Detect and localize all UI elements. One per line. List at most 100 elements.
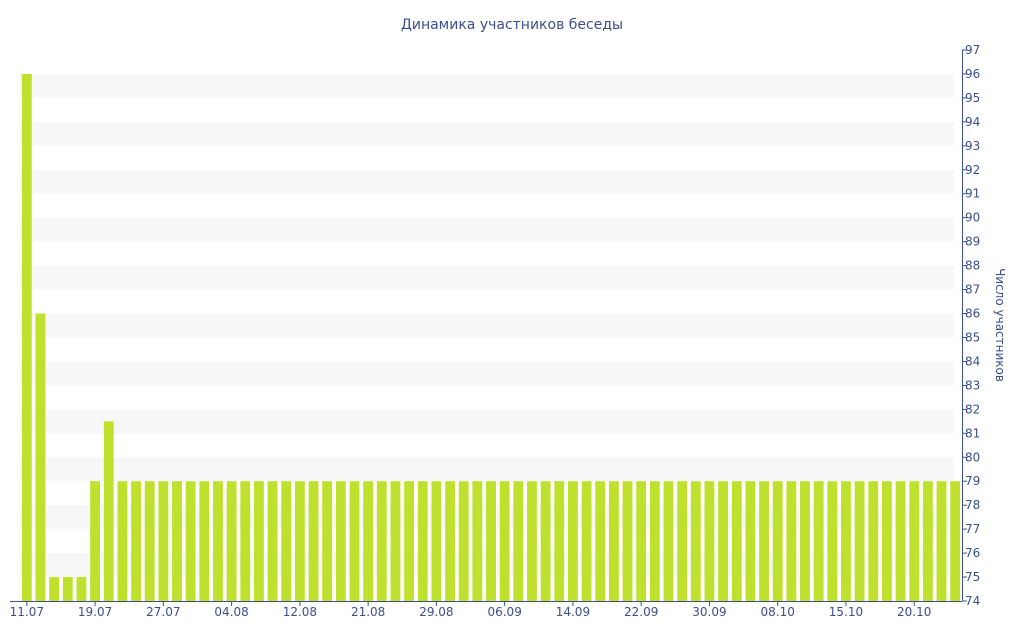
bar xyxy=(267,481,278,601)
bar xyxy=(513,481,524,601)
bar xyxy=(226,481,237,601)
bar xyxy=(499,481,510,601)
y-axis-ticks: 74 75 76 77 78 79 80 81 82 83 84 85 86 87 88 89 90 91 92 93… xyxy=(962,43,980,608)
grid-band xyxy=(20,265,954,290)
grid-band xyxy=(20,457,954,482)
bar xyxy=(786,481,797,601)
bar xyxy=(841,481,851,601)
y-tick-label: 77 xyxy=(965,522,980,536)
bar xyxy=(445,481,455,601)
bar xyxy=(595,481,606,601)
y-axis-label: Число участников xyxy=(993,268,1007,382)
bar xyxy=(854,481,865,601)
x-tick-label: 14.09 xyxy=(556,605,590,619)
x-tick-label: 08.10 xyxy=(761,605,795,619)
bar xyxy=(731,481,742,601)
bar xyxy=(404,481,415,601)
y-tick-label: 76 xyxy=(965,546,980,560)
grid-bands xyxy=(20,73,954,578)
bar xyxy=(486,481,496,601)
bar xyxy=(35,313,46,601)
bar xyxy=(950,481,961,601)
bar xyxy=(895,481,906,601)
chart-title: Динамика участников беседы xyxy=(401,17,623,33)
y-tick-label: 82 xyxy=(965,402,980,416)
grid-band xyxy=(20,409,954,434)
bar xyxy=(90,481,101,601)
y-tick-label: 74 xyxy=(965,594,980,608)
bar-series xyxy=(21,73,961,601)
bar xyxy=(335,481,346,601)
bar xyxy=(922,481,933,601)
bar xyxy=(376,481,387,601)
bar xyxy=(581,481,592,601)
y-tick-label: 86 xyxy=(965,307,980,321)
bar xyxy=(322,481,333,601)
bar xyxy=(677,481,688,601)
bar xyxy=(827,481,838,601)
bar xyxy=(881,481,892,601)
y-tick-label: 96 xyxy=(965,67,980,81)
grid-band xyxy=(20,121,954,146)
bar xyxy=(813,481,824,601)
bar xyxy=(622,481,633,601)
y-tick-label: 93 xyxy=(965,139,980,153)
bar xyxy=(745,481,756,601)
bar xyxy=(909,481,920,601)
x-tick-label: 22.09 xyxy=(624,605,658,619)
x-tick-label: 29.08 xyxy=(419,605,453,619)
bar xyxy=(253,481,264,601)
bar xyxy=(800,481,810,601)
bar xyxy=(144,481,155,601)
bar xyxy=(636,481,647,601)
x-tick-label: 11.07 xyxy=(10,605,44,619)
bar xyxy=(417,481,428,601)
bar xyxy=(49,577,60,601)
bar xyxy=(62,577,73,601)
x-tick-label: 15.10 xyxy=(829,605,863,619)
x-tick-label: 19.07 xyxy=(78,605,112,619)
bar xyxy=(390,481,401,601)
y-tick-label: 92 xyxy=(965,163,980,177)
y-tick-label: 80 xyxy=(965,450,980,464)
y-tick-label: 79 xyxy=(965,474,980,488)
bar xyxy=(718,481,729,601)
x-tick-label: 27.07 xyxy=(146,605,180,619)
x-tick-label: 20.10 xyxy=(897,605,931,619)
bar xyxy=(759,481,769,601)
bar xyxy=(772,481,783,601)
grid-band xyxy=(20,73,954,98)
x-tick-label: 30.09 xyxy=(692,605,726,619)
grid-band xyxy=(20,313,954,338)
bar xyxy=(649,481,660,601)
bar xyxy=(76,577,87,601)
bar xyxy=(458,481,469,601)
bar xyxy=(158,481,169,601)
x-tick-label: 04.08 xyxy=(214,605,248,619)
y-tick-label: 95 xyxy=(965,91,980,105)
y-tick-label: 91 xyxy=(965,187,980,201)
y-tick-label: 94 xyxy=(965,115,980,129)
bar xyxy=(308,481,319,601)
y-tick-label: 87 xyxy=(965,283,980,297)
bar xyxy=(281,481,292,601)
y-tick-label: 84 xyxy=(965,354,980,368)
y-tick-label: 81 xyxy=(965,426,980,440)
bar xyxy=(349,481,360,601)
grid-band xyxy=(20,361,954,386)
bar xyxy=(868,481,879,601)
bar xyxy=(213,481,223,601)
bar xyxy=(554,481,565,601)
x-tick-label: 12.08 xyxy=(283,605,317,619)
bar xyxy=(527,481,537,601)
y-tick-label: 78 xyxy=(965,498,980,512)
y-tick-label: 83 xyxy=(965,378,980,392)
bar xyxy=(172,481,182,601)
bar xyxy=(294,481,305,601)
bar xyxy=(567,481,578,601)
bar xyxy=(663,481,674,601)
bar xyxy=(472,481,483,601)
x-axis-ticks: 11.07 19.07 27.07 04.08 12.08 21.08 29.08 06.09… xyxy=(10,601,931,619)
grid-band xyxy=(20,169,954,194)
